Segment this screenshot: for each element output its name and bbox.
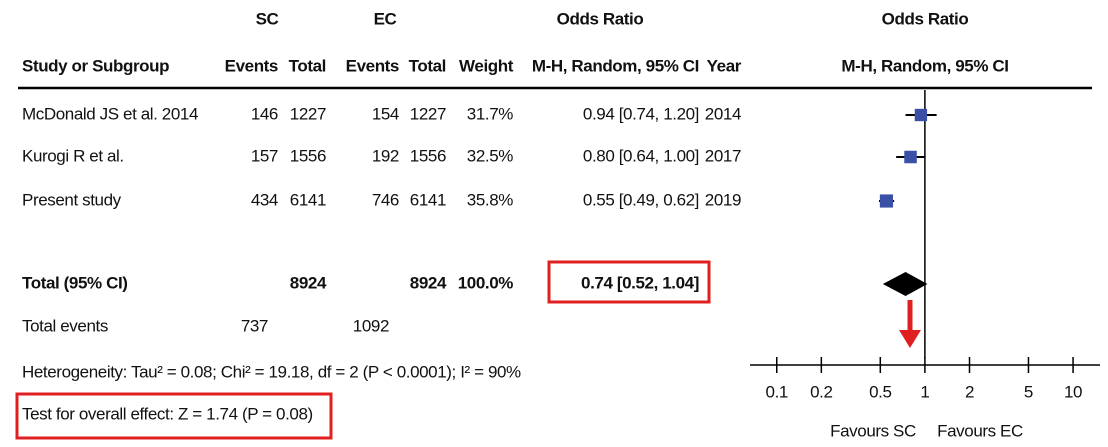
total-name: Total (95% CI) [22, 273, 128, 292]
group-header: Odds Ratio [882, 9, 969, 28]
cell: 100.0% [458, 273, 514, 292]
arrow-head [899, 330, 921, 348]
column-header: M-H, Random, 95% CI [841, 56, 1008, 75]
x-tick-label: 0.2 [810, 382, 832, 401]
x-tick-label: 2 [965, 382, 974, 401]
cell: 0.94 [0.74, 1.20] [583, 104, 699, 123]
study-marker [914, 108, 928, 122]
cell: 434 [251, 190, 278, 209]
cell: 2014 [705, 104, 741, 123]
overall-effect: Test for overall effect: Z = 1.74 (P = 0… [22, 404, 313, 423]
cell: 1227 [410, 104, 446, 123]
cell: 31.7% [467, 104, 513, 123]
cell: 154 [372, 104, 399, 123]
study-name: Kurogi R et al. [22, 146, 124, 165]
x-tick-label: 5 [1024, 382, 1033, 401]
x-tick-label: 0.5 [869, 382, 891, 401]
pooled-diamond [882, 272, 928, 296]
cell: 1227 [290, 104, 326, 123]
cell: 35.8% [467, 190, 513, 209]
group-header: EC [374, 9, 397, 28]
cell: 157 [251, 146, 278, 165]
cell: 2017 [705, 146, 741, 165]
x-tick-label: 10 [1064, 382, 1082, 401]
column-header: Weight [459, 56, 514, 75]
cell: 0.55 [0.49, 0.62] [583, 190, 699, 209]
cell: 32.5% [467, 146, 513, 165]
cell: 1556 [410, 146, 446, 165]
column-header: M-H, Random, 95% CI [532, 56, 699, 75]
cell: 6141 [290, 190, 326, 209]
study-marker [879, 194, 894, 208]
cell: 6141 [410, 190, 446, 209]
x-tick-label: 0.1 [766, 382, 788, 401]
cell: 1092 [353, 316, 389, 335]
column-header: Study or Subgroup [22, 56, 169, 75]
column-header: Total [409, 56, 446, 75]
cell: 8924 [290, 273, 327, 292]
study-name: Present study [22, 190, 122, 209]
cell: 737 [241, 316, 268, 335]
study-name: McDonald JS et al. 2014 [22, 104, 198, 123]
column-header: Events [225, 56, 278, 75]
group-header: Odds Ratio [557, 9, 644, 28]
highlight-box [547, 260, 711, 304]
x-tick-label: 1 [920, 382, 929, 401]
cell: 2019 [705, 190, 741, 209]
column-header: Total [289, 56, 326, 75]
column-header: Year [707, 56, 742, 75]
cell: 0.74 [0.52, 1.04] [581, 273, 699, 292]
favours-label: Favours SC [830, 421, 916, 440]
cell: 8924 [410, 273, 447, 292]
cell: 1556 [290, 146, 326, 165]
cell: 0.80 [0.64, 1.00] [583, 146, 699, 165]
group-header: SC [256, 9, 279, 28]
cell: 746 [372, 190, 399, 209]
cell: 146 [251, 104, 278, 123]
total-events-name: Total events [22, 316, 108, 335]
highlight-box [15, 392, 333, 440]
column-header: Events [346, 56, 399, 75]
heterogeneity: Heterogeneity: Tau² = 0.08; Chi² = 19.18… [22, 362, 521, 381]
favours-label: Favours EC [937, 421, 1023, 440]
cell: 192 [372, 146, 399, 165]
study-marker [904, 150, 917, 164]
